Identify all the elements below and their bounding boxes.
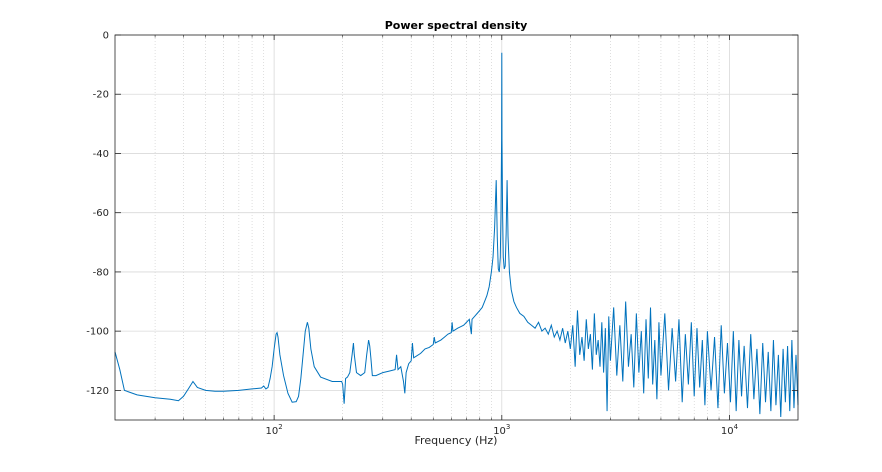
x-axis-label: Frequency (Hz) [415, 434, 498, 447]
y-tick-labels: 0 -20 -40 -60 -80 -100 -120 [86, 31, 109, 397]
y-tick-label: -100 [86, 327, 109, 338]
y-tick-label: -20 [93, 90, 109, 101]
x-tick-label: 104 [721, 423, 739, 437]
chart-title: Power spectral density [385, 19, 528, 32]
x-tick-label: 102 [266, 423, 283, 437]
y-tick-label: -40 [93, 149, 109, 160]
plot-frame [114, 34, 799, 421]
x-tick-label: 103 [493, 423, 510, 437]
x-tick-labels: 102 103 104 [266, 423, 739, 437]
y-tick-label: 0 [103, 31, 109, 42]
y-tick-label: -120 [86, 386, 109, 397]
y-tick-label: -60 [93, 208, 109, 219]
psd-series-line [114, 52, 799, 418]
y-tick-label: -80 [93, 267, 109, 278]
axis-ticks [115, 34, 798, 420]
